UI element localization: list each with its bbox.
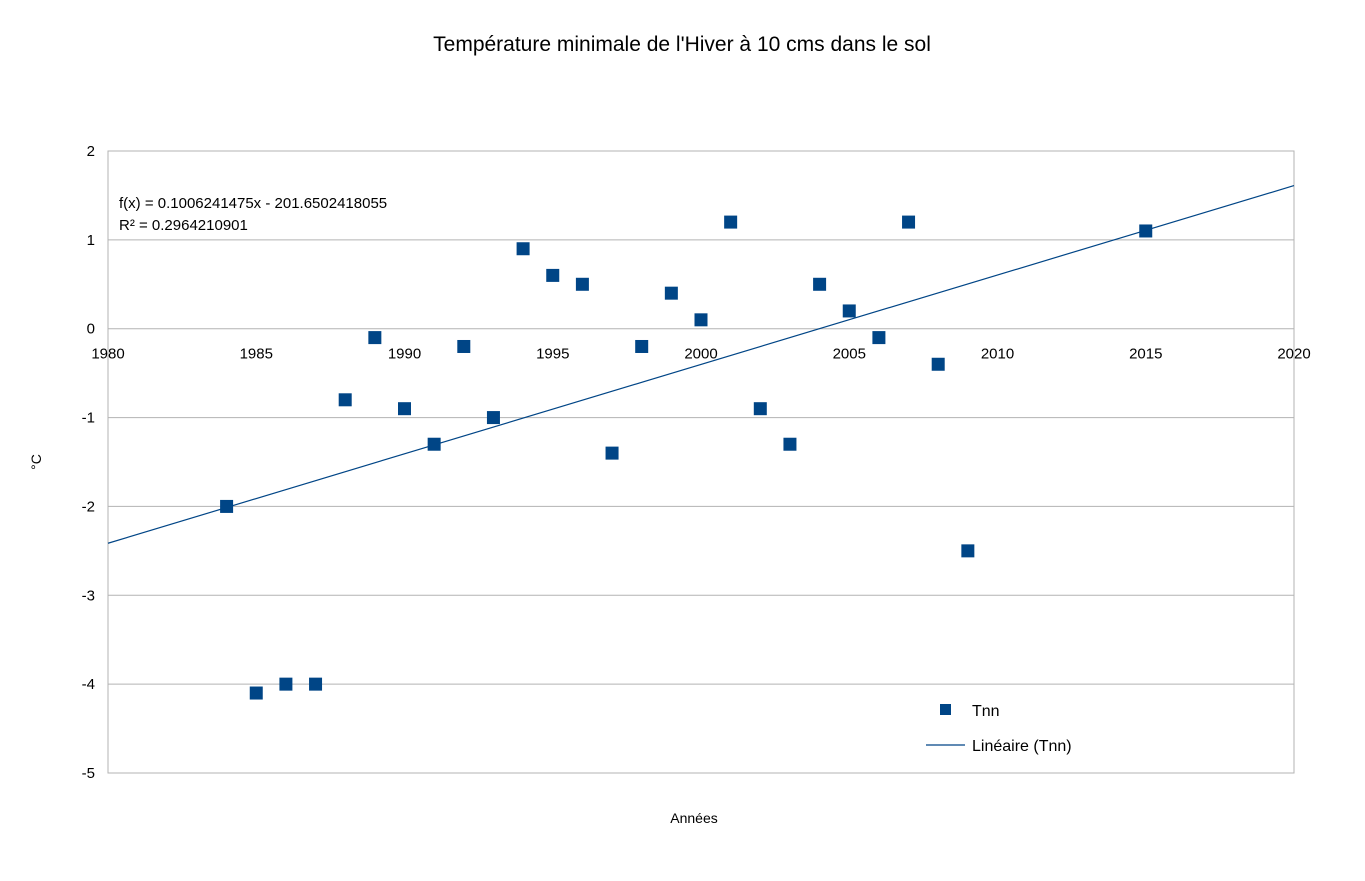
data-point — [724, 215, 738, 229]
x-tick-label: 1990 — [388, 346, 421, 363]
data-point — [635, 339, 649, 353]
x-tick-label: 2010 — [981, 346, 1014, 363]
y-tick-labels: 2 1 0 -1 -2 -3 -4 -5 — [82, 143, 95, 782]
data-point — [872, 331, 886, 345]
data-point — [368, 331, 382, 345]
data-point — [516, 242, 530, 256]
data-point — [813, 277, 827, 291]
data-point — [457, 339, 471, 353]
y-tick-label: -1 — [82, 410, 95, 427]
trend-equation: f(x) = 0.1006241475x - 201.6502418055 — [119, 195, 387, 212]
data-point — [694, 313, 708, 327]
chart-title: Température minimale de l'Hiver à 10 cms… — [433, 33, 931, 56]
y-tick-label: -5 — [82, 765, 95, 782]
data-point — [249, 686, 263, 700]
data-point — [842, 304, 856, 318]
x-tick-label: 2000 — [684, 346, 717, 363]
trendline — [107, 185, 1295, 544]
trend-r2: R² = 0.2964210901 — [119, 217, 248, 234]
y-tick-label: -3 — [82, 587, 95, 604]
data-point — [753, 402, 767, 416]
y-axis-label: °C — [28, 454, 44, 470]
data-point — [309, 677, 323, 691]
data-point — [902, 215, 916, 229]
data-points — [220, 215, 1153, 700]
y-tick-label: -2 — [82, 498, 95, 515]
data-point — [605, 446, 619, 460]
data-point — [427, 437, 441, 451]
data-point — [664, 286, 678, 300]
y-tick-label: 2 — [87, 143, 95, 160]
legend-marker-tnn — [940, 704, 951, 715]
grid-lines — [108, 150, 1294, 774]
x-tick-labels: 1980 1985 1990 1995 2000 2005 2010 2015 2020 — [91, 346, 1310, 363]
data-point — [931, 357, 945, 371]
x-axis-label: Années — [670, 810, 717, 826]
legend: Tnn Linéaire (Tnn) — [926, 703, 1072, 755]
y-tick-label: 0 — [87, 321, 95, 338]
legend-label-tnn: Tnn — [972, 703, 1000, 720]
data-point — [398, 402, 411, 416]
data-point — [1139, 224, 1153, 238]
data-point — [961, 544, 975, 558]
plot-area-border — [107, 150, 1295, 774]
x-tick-label: 2015 — [1129, 346, 1162, 363]
data-point — [338, 393, 352, 407]
data-point — [575, 277, 589, 291]
data-point — [220, 499, 234, 513]
y-tick-label: -4 — [82, 676, 95, 693]
x-tick-label: 2005 — [833, 346, 866, 363]
data-point — [279, 677, 293, 691]
data-point — [546, 268, 560, 282]
x-tick-label: 1985 — [240, 346, 273, 363]
data-point — [486, 411, 500, 425]
x-tick-label: 1995 — [536, 346, 569, 363]
legend-label-trend: Linéaire (Tnn) — [972, 738, 1072, 755]
data-point — [783, 437, 797, 451]
y-tick-label: 1 — [87, 232, 95, 249]
